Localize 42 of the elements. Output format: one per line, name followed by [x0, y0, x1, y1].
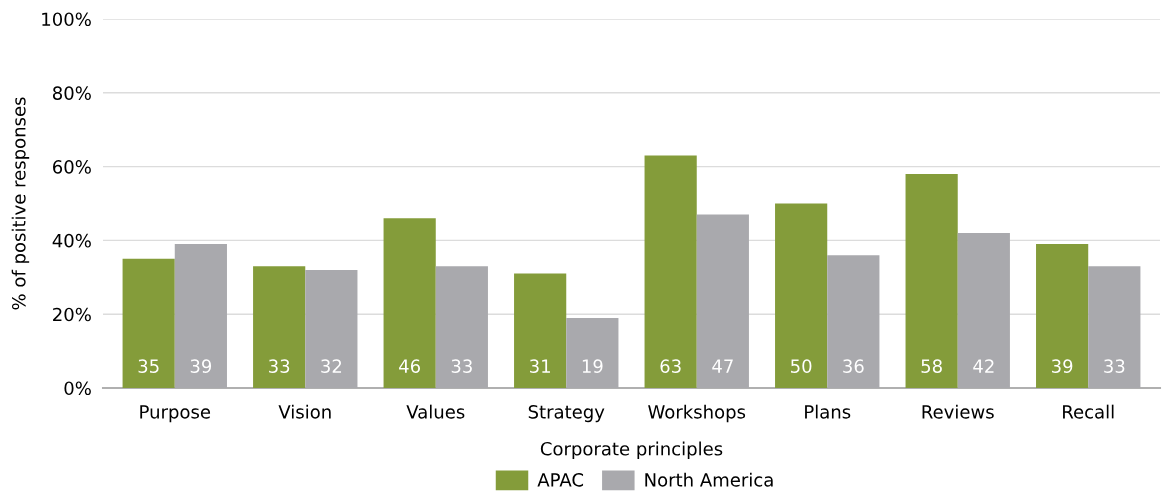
x-tick-label: Vision: [278, 404, 331, 419]
data-label: 63: [660, 359, 681, 373]
bar: [514, 273, 567, 388]
legend-label: APAC: [537, 473, 584, 487]
bar: [383, 218, 436, 388]
data-label: 33: [1104, 359, 1125, 373]
data-label: 42: [973, 359, 994, 373]
bar: [122, 258, 175, 388]
data-label: 39: [1052, 359, 1073, 373]
y-tick-label: 20%: [53, 307, 91, 322]
data-label: 47: [712, 359, 733, 373]
data-label: 50: [791, 359, 812, 373]
x-axis-title: Corporate principles: [540, 441, 723, 460]
data-label: 36: [843, 359, 864, 373]
y-tick-label: 100%: [42, 12, 91, 27]
y-tick-label: 60%: [53, 160, 91, 174]
bar: [905, 173, 958, 388]
y-tick-label: 40%: [52, 233, 91, 248]
x-tick-label: Values: [406, 404, 465, 419]
x-tick-label: Plans: [805, 404, 851, 419]
bar: [1036, 244, 1089, 388]
data-label: 33: [269, 359, 290, 373]
x-tick-label: Purpose: [140, 405, 211, 423]
data-label: 19: [582, 359, 603, 373]
x-tick-label: Workshops: [648, 404, 746, 423]
bar: [644, 155, 697, 388]
x-tick-label: Recall: [1063, 404, 1114, 419]
y-tick-label: 80%: [52, 86, 91, 100]
legend-label: North America: [645, 472, 773, 487]
data-label: 58: [921, 359, 942, 373]
data-label: 32: [321, 359, 342, 373]
bar: [253, 266, 306, 388]
y-tick-label: 0%: [64, 381, 91, 396]
data-label: 33: [451, 359, 472, 373]
bar: [775, 203, 828, 388]
x-tick-label: Strategy: [528, 404, 605, 423]
data-label: 35: [138, 359, 159, 373]
data-label: 31: [530, 359, 550, 373]
y-axis-title: % of positive responses: [11, 97, 30, 310]
data-label: 39: [190, 359, 212, 373]
data-label: 46: [399, 359, 421, 373]
x-tick-label: Reviews: [922, 404, 994, 419]
